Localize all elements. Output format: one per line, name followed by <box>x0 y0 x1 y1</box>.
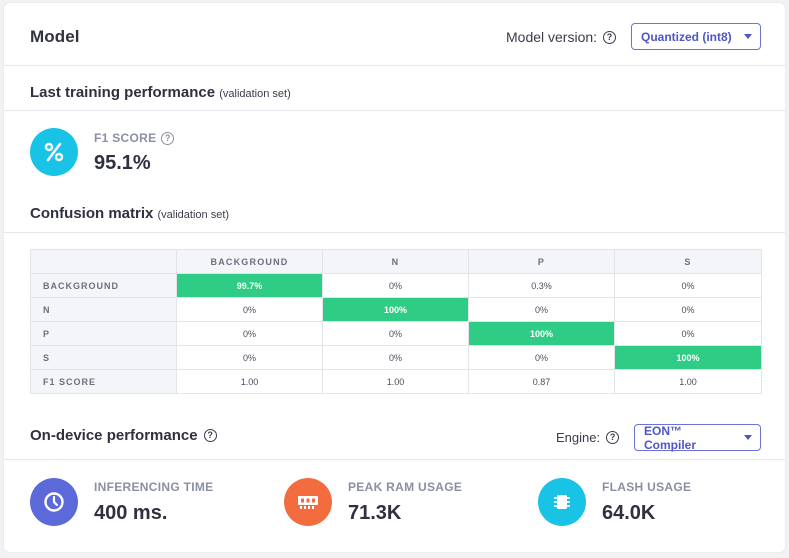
clock-icon <box>30 478 78 526</box>
matrix-cell: 0% <box>468 297 615 322</box>
f1-score-value: 95.1% <box>94 152 151 174</box>
engine-label-text: Engine: <box>556 430 601 445</box>
training-subtitle: (validation set) <box>219 88 291 100</box>
matrix-cell: 0% <box>468 345 615 370</box>
matrix-cell: 1.00 <box>176 369 323 394</box>
matrix-row: BACKGROUND 99.7% 0% 0.3% 0% <box>30 273 762 298</box>
row-header: N <box>30 297 177 322</box>
confusion-subtitle: (validation set) <box>157 209 230 221</box>
matrix-cell: 0% <box>176 321 323 346</box>
f1-label-text: F1 SCORE <box>94 131 157 145</box>
matrix-cell: 0% <box>322 321 469 346</box>
column-header: S <box>614 249 762 274</box>
divider <box>4 110 785 111</box>
row-header: P <box>30 321 177 346</box>
on-device-title: On-device performance <box>30 427 198 444</box>
help-icon[interactable]: ? <box>161 131 175 145</box>
matrix-cell: 1.00 <box>322 369 469 394</box>
matrix-row: F1 SCORE 1.00 1.00 0.87 1.00 <box>30 369 762 394</box>
matrix-cell: 1.00 <box>614 369 762 394</box>
matrix-cell: 0% <box>614 273 762 298</box>
confusion-matrix: BACKGROUND N P S BACKGROUND 99.7% 0% 0.3… <box>30 249 762 394</box>
matrix-cell: 0.87 <box>468 369 615 394</box>
matrix-row: P 0% 0% 100% 0% <box>30 321 762 346</box>
matrix-cell: 0% <box>176 297 323 322</box>
ram-icon <box>284 478 332 526</box>
help-icon[interactable]: ? <box>603 30 617 44</box>
column-header: N <box>322 249 469 274</box>
chevron-down-icon <box>744 435 752 440</box>
divider <box>4 65 785 66</box>
matrix-header-row: BACKGROUND N P S <box>30 249 762 274</box>
model-version-text: Model version: <box>506 29 598 45</box>
model-version-selected: Quantized (int8) <box>641 29 732 44</box>
chip-icon <box>538 478 586 526</box>
inferencing-time-label: INFERENCING TIME <box>94 480 214 494</box>
peak-ram-value: 71.3K <box>348 502 402 524</box>
confusion-section-title: Confusion matrix (validation set) <box>30 205 229 222</box>
f1-score-label: F1 SCORE ? <box>94 131 175 145</box>
column-header: P <box>468 249 615 274</box>
model-version-label: Model version: ? <box>506 29 617 45</box>
matrix-cell: 0% <box>176 345 323 370</box>
help-icon[interactable]: ? <box>203 429 217 442</box>
matrix-row: N 0% 100% 0% 0% <box>30 297 762 322</box>
row-header: S <box>30 345 177 370</box>
divider <box>4 459 785 460</box>
help-icon[interactable]: ? <box>606 431 620 444</box>
matrix-cell: 99.7% <box>176 273 323 298</box>
chevron-down-icon <box>744 34 752 39</box>
matrix-row: S 0% 0% 0% 100% <box>30 345 762 370</box>
training-title: Last training performance <box>30 84 216 101</box>
matrix-cell: 0% <box>322 345 469 370</box>
confusion-title: Confusion matrix <box>30 205 154 222</box>
divider <box>4 232 785 233</box>
matrix-cell: 100% <box>614 345 762 370</box>
model-version-dropdown[interactable]: Quantized (int8) <box>631 23 761 50</box>
peak-ram-label: PEAK RAM USAGE <box>348 480 463 494</box>
row-header: F1 SCORE <box>30 369 177 394</box>
flash-usage-value: 64.0K <box>602 502 656 524</box>
matrix-cell: 100% <box>322 297 469 322</box>
engine-dropdown[interactable]: EON™ Compiler <box>634 423 761 452</box>
on-device-section-title: On-device performance ? <box>30 427 217 444</box>
matrix-cell: 0% <box>614 297 762 322</box>
engine-label: Engine: ? <box>556 430 620 445</box>
matrix-corner <box>30 249 177 274</box>
engine-selected: EON™ Compiler <box>644 423 697 452</box>
inferencing-time-value: 400 ms. <box>94 502 168 524</box>
percent-icon <box>30 128 78 176</box>
model-card: Model Model version: ? Quantized (int8) … <box>4 3 785 552</box>
matrix-cell: 0.3% <box>468 273 615 298</box>
matrix-cell: 100% <box>468 321 615 346</box>
matrix-cell: 0% <box>322 273 469 298</box>
column-header: BACKGROUND <box>176 249 323 274</box>
flash-usage-label: FLASH USAGE <box>602 480 692 494</box>
row-header: BACKGROUND <box>30 273 177 298</box>
matrix-cell: 0% <box>614 321 762 346</box>
page-title: Model <box>30 27 80 46</box>
training-section-title: Last training performance (validation se… <box>30 84 291 101</box>
